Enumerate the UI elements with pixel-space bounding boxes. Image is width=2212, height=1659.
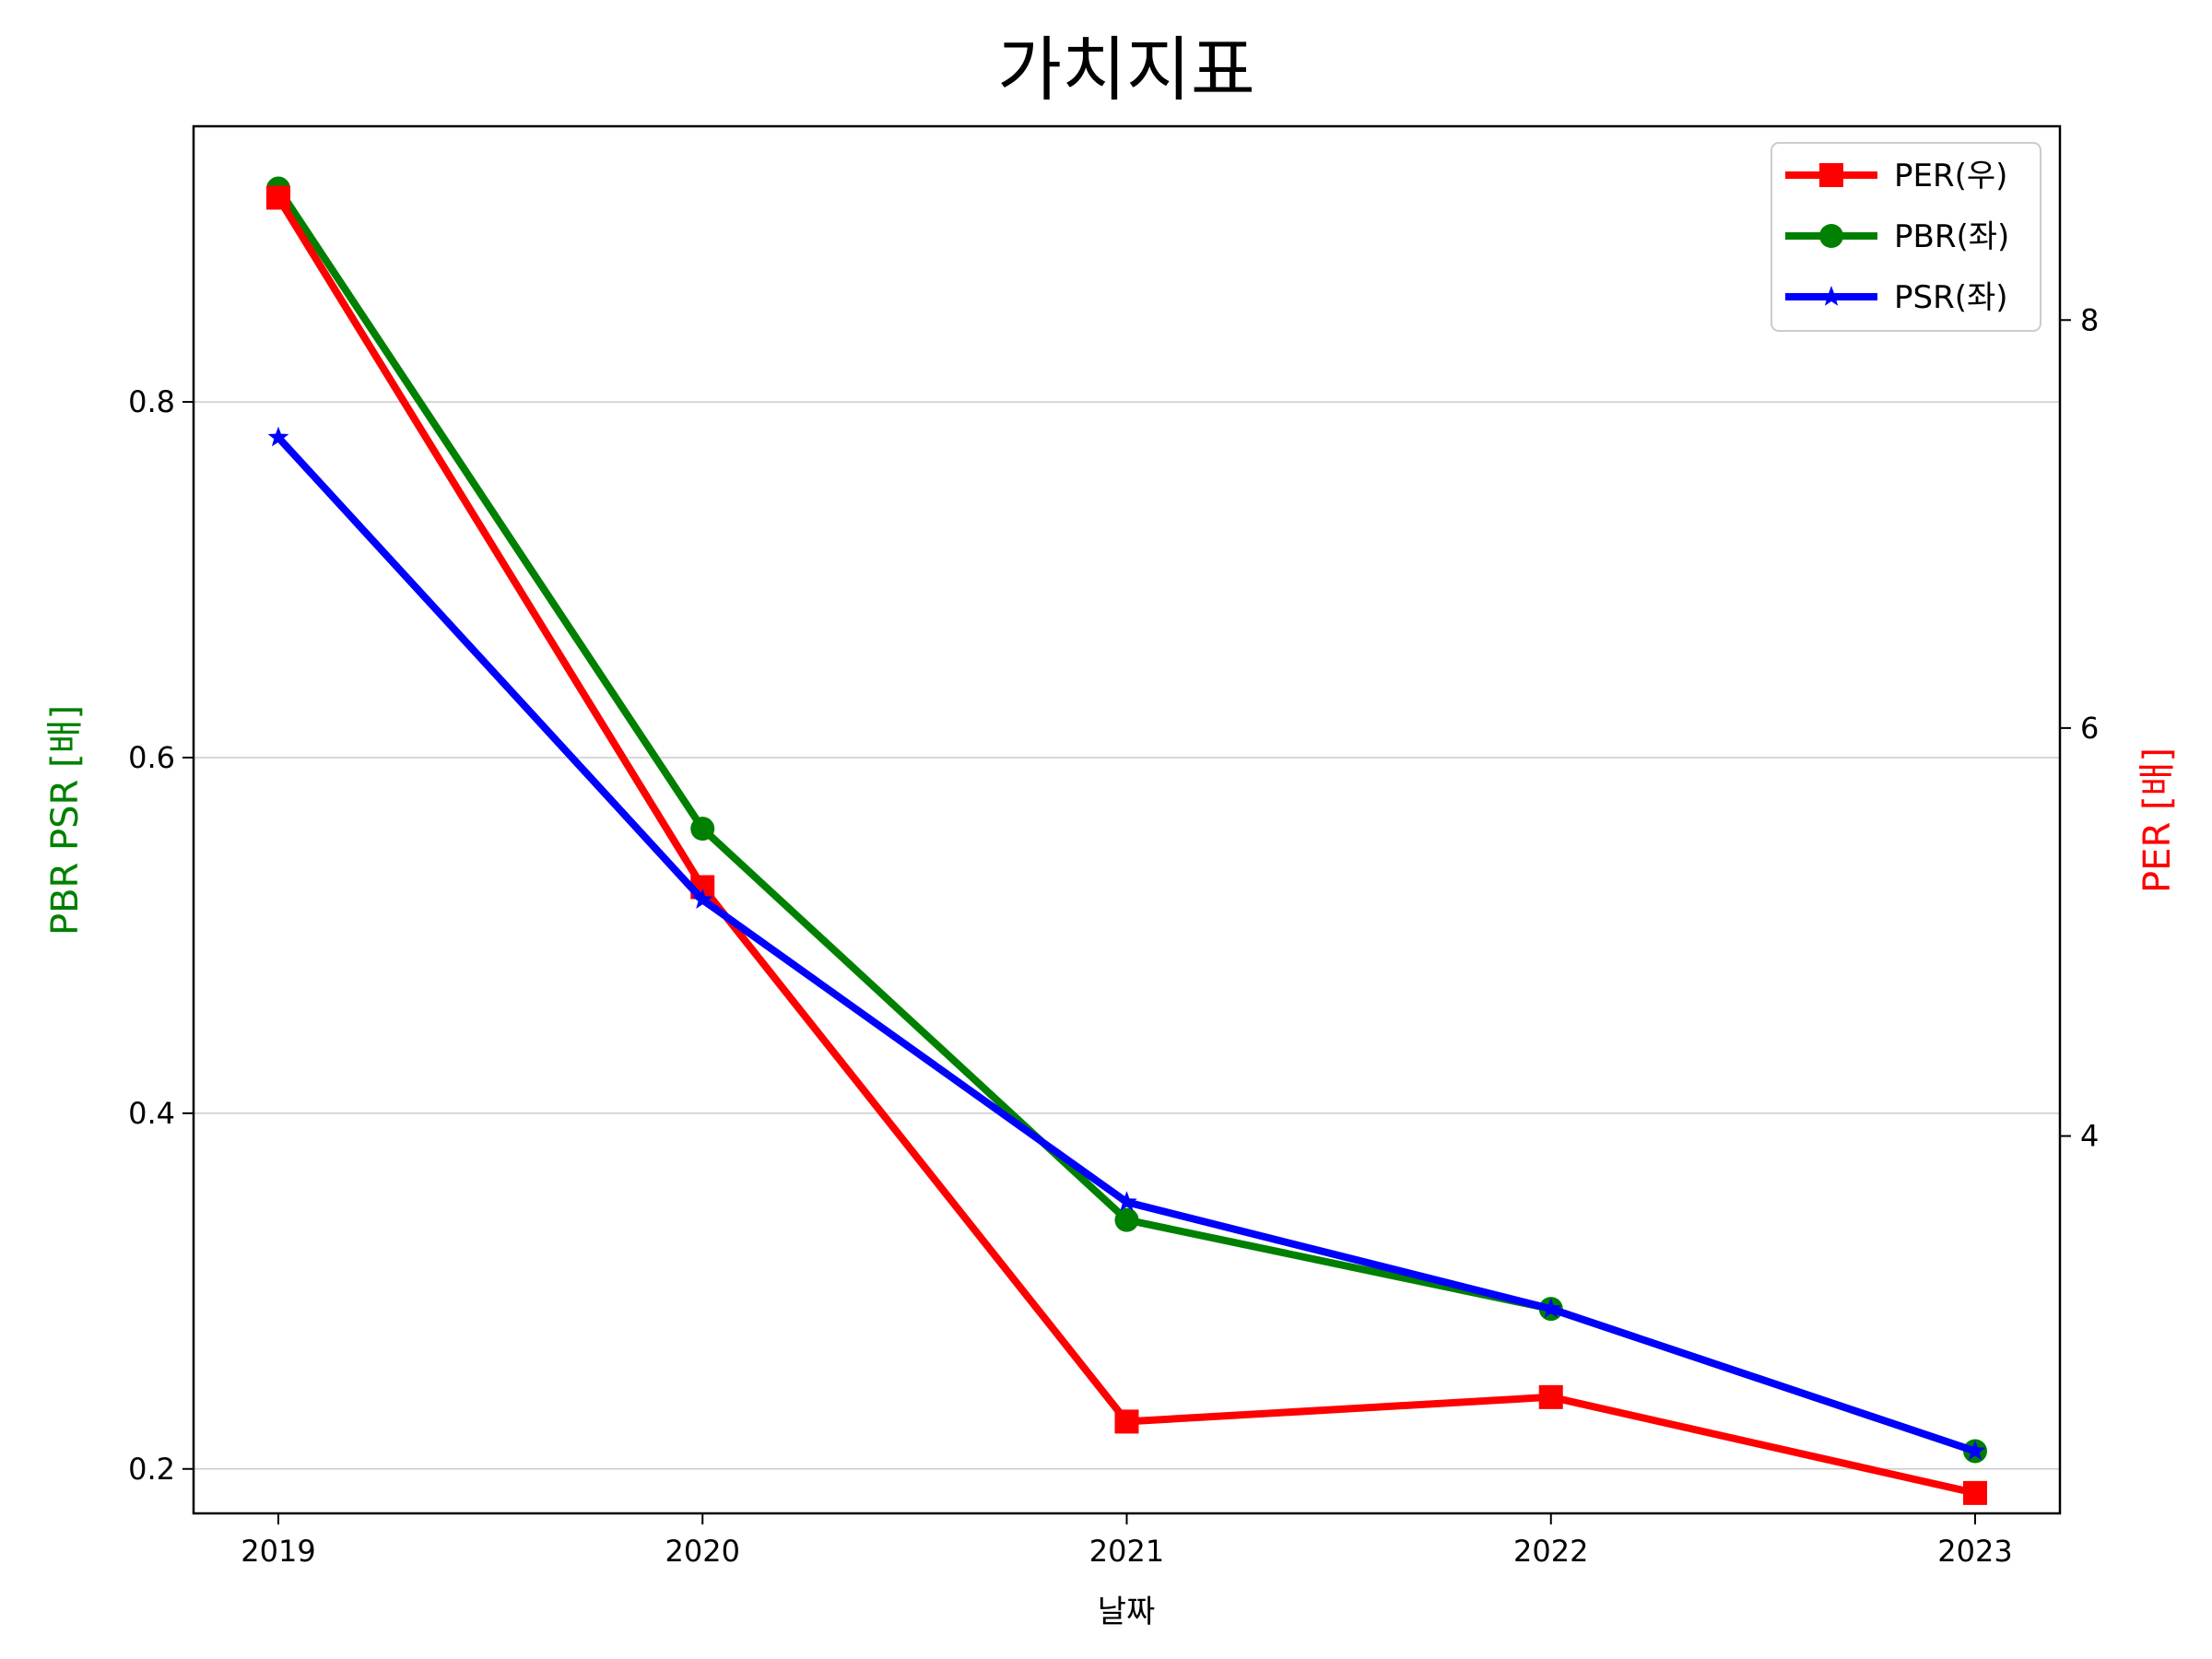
legend-swatch-marker [1820, 286, 1842, 306]
ticks-layer: 0.2 0.4 0.6 0.8 4 6 8 2019 2020 2021 2022 2023 [128, 302, 2099, 1569]
legend-swatch-marker [1819, 163, 1843, 187]
series-line [276, 434, 1977, 1455]
legend-swatch-marker [1819, 224, 1843, 248]
x-tick-label: 2021 [1089, 1534, 1164, 1569]
y-right-tick-label: 6 [2080, 711, 2099, 746]
y-right-tick-label: 4 [2080, 1119, 2099, 1154]
data-point [1964, 1440, 1986, 1461]
y-left-tick-label: 0.6 [128, 740, 175, 775]
legend-items: PER(우) PBR(좌) PSR(좌) [1785, 158, 2009, 316]
legend-item: PBR(좌) [1785, 218, 2009, 255]
series-line [275, 186, 1977, 1455]
chart-title: 가치지표 [997, 29, 1255, 111]
legend-label: PSR(좌) [1894, 279, 2008, 316]
legend-box [1771, 142, 2041, 332]
y-axis-right-title: PER [배] [2136, 747, 2179, 893]
data-point [690, 817, 715, 841]
data-point [1116, 1191, 1137, 1211]
data-point [691, 888, 713, 909]
plot-frame [192, 124, 2062, 1515]
legend-label: PER(우) [1894, 158, 2007, 194]
data-point [1114, 1409, 1139, 1434]
series-layer [266, 176, 1987, 1505]
series-line [275, 195, 1976, 1497]
data-point [1114, 1207, 1139, 1232]
data-point [1963, 1480, 1987, 1505]
grid-layer [194, 401, 2060, 1470]
y-right-tick-label: 8 [2080, 302, 2099, 337]
legend-label: PBR(좌) [1894, 218, 2009, 255]
legend-item: PSR(좌) [1785, 279, 2008, 316]
series-PER(우) [266, 185, 1987, 1505]
x-tick-label: 2022 [1513, 1534, 1588, 1569]
series-PBR(좌) [266, 176, 1987, 1464]
data-point [1538, 1384, 1563, 1409]
y-left-tick-label: 0.2 [128, 1452, 175, 1487]
series-PSR(좌) [267, 426, 1986, 1461]
x-tick-label: 2020 [665, 1534, 740, 1569]
y-left-tick-label: 0.4 [128, 1096, 175, 1131]
data-point [1540, 1298, 1562, 1318]
legend-item: PER(우) [1785, 158, 2007, 194]
y-left-tick-label: 0.8 [128, 384, 175, 419]
data-point [267, 426, 289, 447]
x-axis-title: 날짜 [1098, 1594, 1156, 1630]
legend: PER(우) PBR(좌) PSR(좌) [1771, 142, 2041, 332]
data-point [266, 185, 290, 210]
x-tick-label: 2023 [1937, 1534, 2012, 1569]
x-tick-label: 2019 [241, 1534, 315, 1569]
y-axis-left-title: PBR PSR [배] [44, 705, 87, 935]
